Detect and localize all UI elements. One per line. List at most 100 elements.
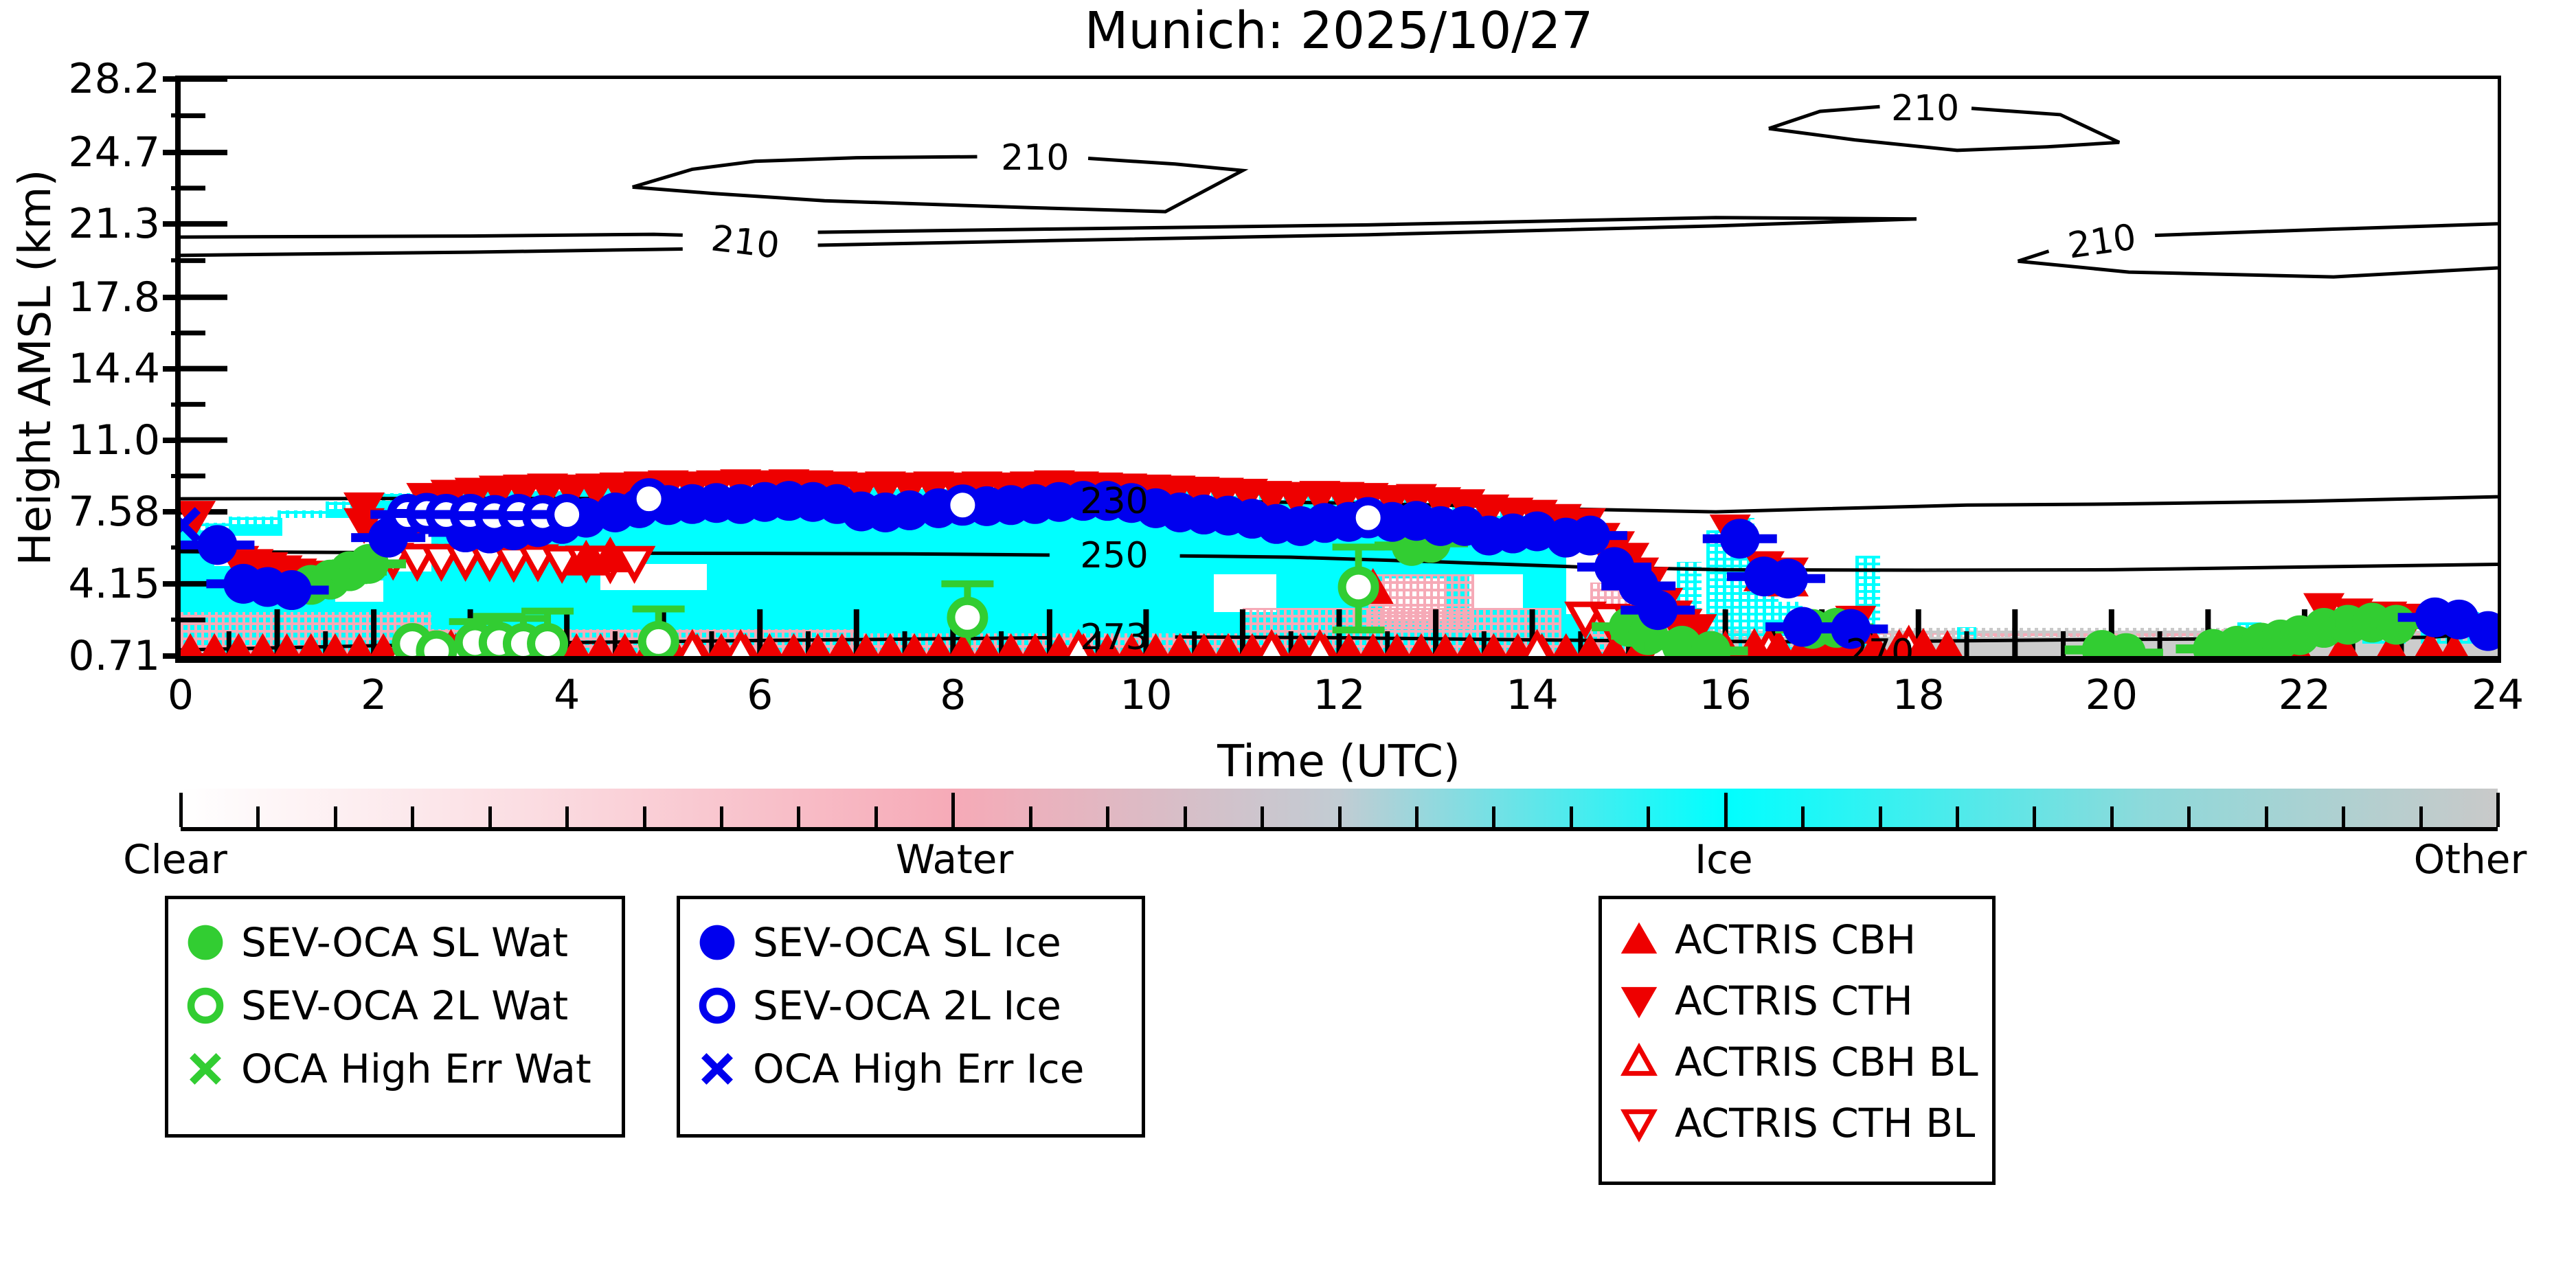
marker-actris-cbh — [1408, 633, 1435, 656]
marker-actris-cbh-glyph — [1166, 633, 1193, 656]
marker-sev-oca-sl-ice-glyph — [1768, 558, 1809, 599]
colorbar-minor-tick — [874, 806, 878, 827]
page-title: Munich: 2025/10/27 — [1084, 1, 1594, 60]
legend-box-2: SEV-OCA SL Ice SEV-OCA 2L Ice OCA High Err… — [677, 896, 1145, 1138]
x-tick-label: 18 — [1892, 671, 1945, 719]
marker-actris-cth-bl — [613, 545, 656, 585]
contour-label-273: 273 — [1080, 616, 1149, 658]
marker-oca-high-err-ice — [181, 507, 201, 543]
y-major-tick-out — [163, 221, 181, 227]
plot-area: 210 210 210 210 230 250 273 270 — [175, 76, 2501, 663]
marker-sev-oca-2l-ice — [611, 478, 686, 520]
marker-actris-cth-bl — [541, 545, 583, 585]
marker-actris-cbh-bl-glyph — [677, 629, 708, 656]
marker-actris-cbh — [1287, 633, 1314, 656]
marker-sev-oca-sl-ice — [1702, 519, 1777, 559]
legend-tri-down-open-glyph — [1620, 1109, 1658, 1143]
y-tick-label: 4.15 — [68, 559, 160, 608]
marker-actris-cbh-bl-glyph — [1256, 629, 1287, 656]
legend-circle-glyph — [699, 925, 735, 960]
y-minor-tick-out — [171, 330, 181, 335]
marker-sev-oca-2l-wat-glyph — [637, 620, 679, 656]
contour-label-230: 230 — [1080, 480, 1149, 522]
marker-actris-cbh — [1577, 633, 1604, 656]
marker-sev-oca-2l-wat — [416, 630, 457, 656]
contour-line-210 — [817, 216, 1917, 234]
marker-actris-cbh — [973, 633, 1000, 656]
legend-circle-open — [699, 987, 736, 1024]
marker-actris-cbh-bl — [1522, 629, 1552, 656]
marker-actris-cbh-glyph — [1601, 633, 1628, 656]
marker-actris-cbh — [708, 633, 735, 656]
colorbar-minor-tick — [411, 806, 415, 827]
legend-circle — [188, 925, 223, 960]
marker-actris-cbh-bl-glyph — [1522, 629, 1552, 656]
colorbar-minor-tick — [1647, 806, 1651, 827]
marker-actris-cth-glyph — [181, 501, 216, 537]
legend-item-label: OCA High Err Ice — [753, 1046, 1085, 1092]
marker-actris-cbh-glyph — [1046, 633, 1073, 656]
marker-actris-cth — [1675, 614, 1717, 651]
marker-actris-cbh — [756, 633, 783, 656]
marker-sev-oca-sl-wat-glyph — [1691, 631, 1731, 656]
marker-actris-cbh — [949, 633, 976, 656]
marker-sev-oca-sl-ice — [1552, 515, 1627, 556]
marker-actris-cbh-glyph — [1118, 633, 1145, 656]
marker-actris-cbh — [997, 633, 1024, 656]
marker-actris-cbh — [1239, 633, 1266, 656]
marker-actris-cbh — [611, 633, 638, 656]
marker-sev-oca-2l-ice-glyph — [1347, 497, 1389, 539]
marker-actris-cbh — [877, 633, 904, 656]
legend-tri-up-glyph — [1620, 922, 1658, 954]
colorbar-minor-tick — [1261, 806, 1265, 827]
colorbar-minor-tick — [1569, 806, 1573, 827]
y-tick-label: 0.71 — [68, 632, 160, 680]
marker-sev-oca-2l-wat-glyph — [527, 622, 569, 656]
marker-actris-cbh-glyph — [1335, 633, 1362, 656]
marker-actris-cbh — [1214, 633, 1242, 656]
legend-x-glyph — [190, 1053, 221, 1085]
marker-actris-cbh-glyph — [949, 633, 976, 656]
marker-actris-cth-bl-glyph — [541, 545, 583, 585]
marker-actris-cbh — [1480, 633, 1507, 656]
x-tick-label: 6 — [747, 671, 773, 719]
marker-actris-cbh — [587, 633, 614, 656]
marker-actris-cbh-glyph — [2415, 630, 2445, 656]
marker-actris-cbh-glyph — [1504, 633, 1531, 656]
legend-tri-up-open — [1620, 1042, 1658, 1076]
marker-actris-cbh-glyph — [1287, 633, 1314, 656]
marker-actris-cbh — [1166, 633, 1193, 656]
x-tick-label: 2 — [360, 671, 387, 719]
marker-actris-cbh-glyph — [1239, 633, 1266, 656]
colorbar-minor-tick — [1337, 806, 1342, 827]
marker-sev-oca-sl-ice — [254, 570, 329, 611]
x-tick-label: 10 — [1120, 671, 1173, 719]
marker-actris-cth-bl — [420, 543, 463, 582]
legend-item: ACTRIS CBH — [1614, 916, 1916, 964]
marker-actris-cbh-glyph — [877, 633, 904, 656]
contour-line-210 — [2018, 259, 2498, 279]
marker-actris-cbh-glyph — [780, 633, 807, 656]
contour-line-210 — [632, 157, 1249, 214]
legend-x-glyph — [701, 1053, 733, 1085]
marker-actris-cbh-bl-glyph — [725, 629, 756, 656]
y-tick-label: 11.0 — [68, 416, 160, 464]
legend-item: ACTRIS CTH BL — [1614, 1099, 1975, 1147]
contour-label-250: 250 — [1080, 534, 1149, 576]
y-major-tick-out — [163, 365, 181, 372]
marker-actris-cbh-glyph — [1860, 630, 1890, 656]
marker-actris-cbh-glyph — [973, 633, 1000, 656]
y-minor-tick-out — [171, 402, 181, 407]
marker-actris-cbh — [1763, 629, 1794, 656]
y-tick-label: 14.4 — [68, 344, 160, 393]
marker-actris-cth-bl-glyph — [613, 545, 656, 585]
marker-actris-cbh — [1142, 633, 1169, 656]
marker-actris-cbh — [563, 633, 590, 656]
marker-sev-oca-2l-wat — [947, 596, 988, 638]
y-tick-label: 28.2 — [68, 55, 160, 103]
contour-line-250 — [1179, 554, 2498, 572]
legend-tri-up — [1620, 922, 1658, 954]
marker-actris-cbh-glyph — [1432, 633, 1459, 656]
marker-sev-oca-2l-ice — [530, 494, 605, 536]
